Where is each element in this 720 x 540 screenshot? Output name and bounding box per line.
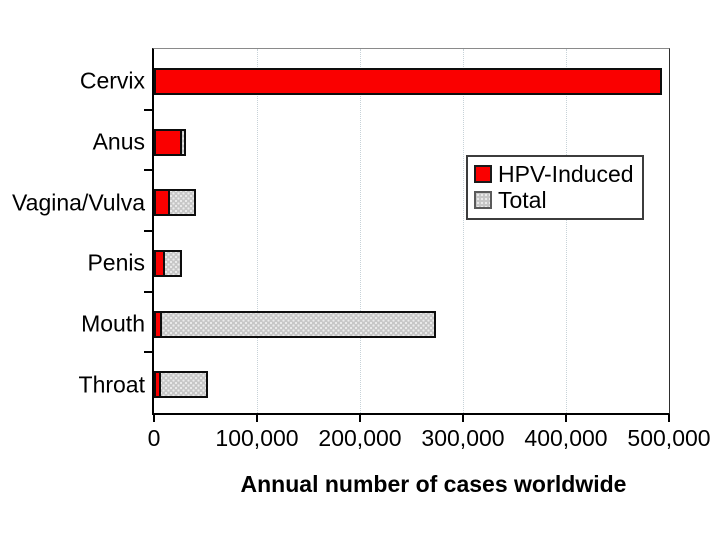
y-axis-tick: [144, 108, 152, 111]
bar-hpv-anus: [154, 128, 182, 156]
x-axis-tick: [668, 414, 670, 422]
x-axis-tick: [565, 414, 567, 422]
category-label-cervix: Cervix: [79, 67, 145, 94]
category-label-penis: Penis: [87, 249, 145, 276]
legend: HPV-Induced Total: [466, 155, 644, 220]
x-axis-title: Annual number of cases worldwide: [240, 471, 627, 497]
x-axis-tick: [153, 414, 155, 422]
x-axis-tick: [359, 414, 361, 422]
gridline: [360, 49, 361, 413]
legend-item-hpv-induced: HPV-Induced: [474, 161, 634, 187]
x-tick-label: 0: [147, 425, 161, 451]
legend-item-total: Total: [474, 187, 634, 213]
category-label-throat: Throat: [78, 371, 145, 398]
gridline: [257, 49, 258, 413]
bar-hpv-penis: [154, 249, 166, 277]
y-axis-tick: [144, 169, 152, 172]
category-label-anus: Anus: [92, 128, 145, 155]
y-axis-tick: [144, 290, 152, 293]
x-tick-label: 300,000: [421, 425, 505, 451]
x-tick-label: 200,000: [318, 425, 402, 451]
x-tick-label: 500,000: [627, 425, 711, 451]
gridline: [566, 49, 567, 413]
category-label-mouth: Mouth: [81, 310, 145, 337]
y-axis-tick: [144, 230, 152, 232]
gridline: [463, 49, 464, 413]
bar-total-mouth: [154, 310, 437, 338]
legend-swatch-icon: [474, 191, 492, 209]
y-axis-tick: [144, 351, 152, 354]
x-axis-tick: [462, 414, 464, 422]
bar-hpv-throat: [154, 371, 161, 399]
legend-swatch-icon: [474, 165, 492, 183]
legend-label: Total: [498, 186, 547, 213]
x-axis-tick: [256, 414, 258, 422]
plot-area: HPV-Induced Total: [152, 48, 670, 415]
bar-total-throat: [154, 371, 208, 399]
x-tick-label: 100,000: [215, 425, 299, 451]
bar-hpv-cervix: [154, 67, 662, 95]
bar-hpv-vagina-vulva: [154, 189, 171, 217]
legend-label: HPV-Induced: [498, 160, 634, 187]
bar-hpv-mouth: [154, 310, 163, 338]
category-label-vagina-vulva: Vagina/Vulva: [12, 189, 145, 216]
x-tick-label: 400,000: [524, 425, 608, 451]
